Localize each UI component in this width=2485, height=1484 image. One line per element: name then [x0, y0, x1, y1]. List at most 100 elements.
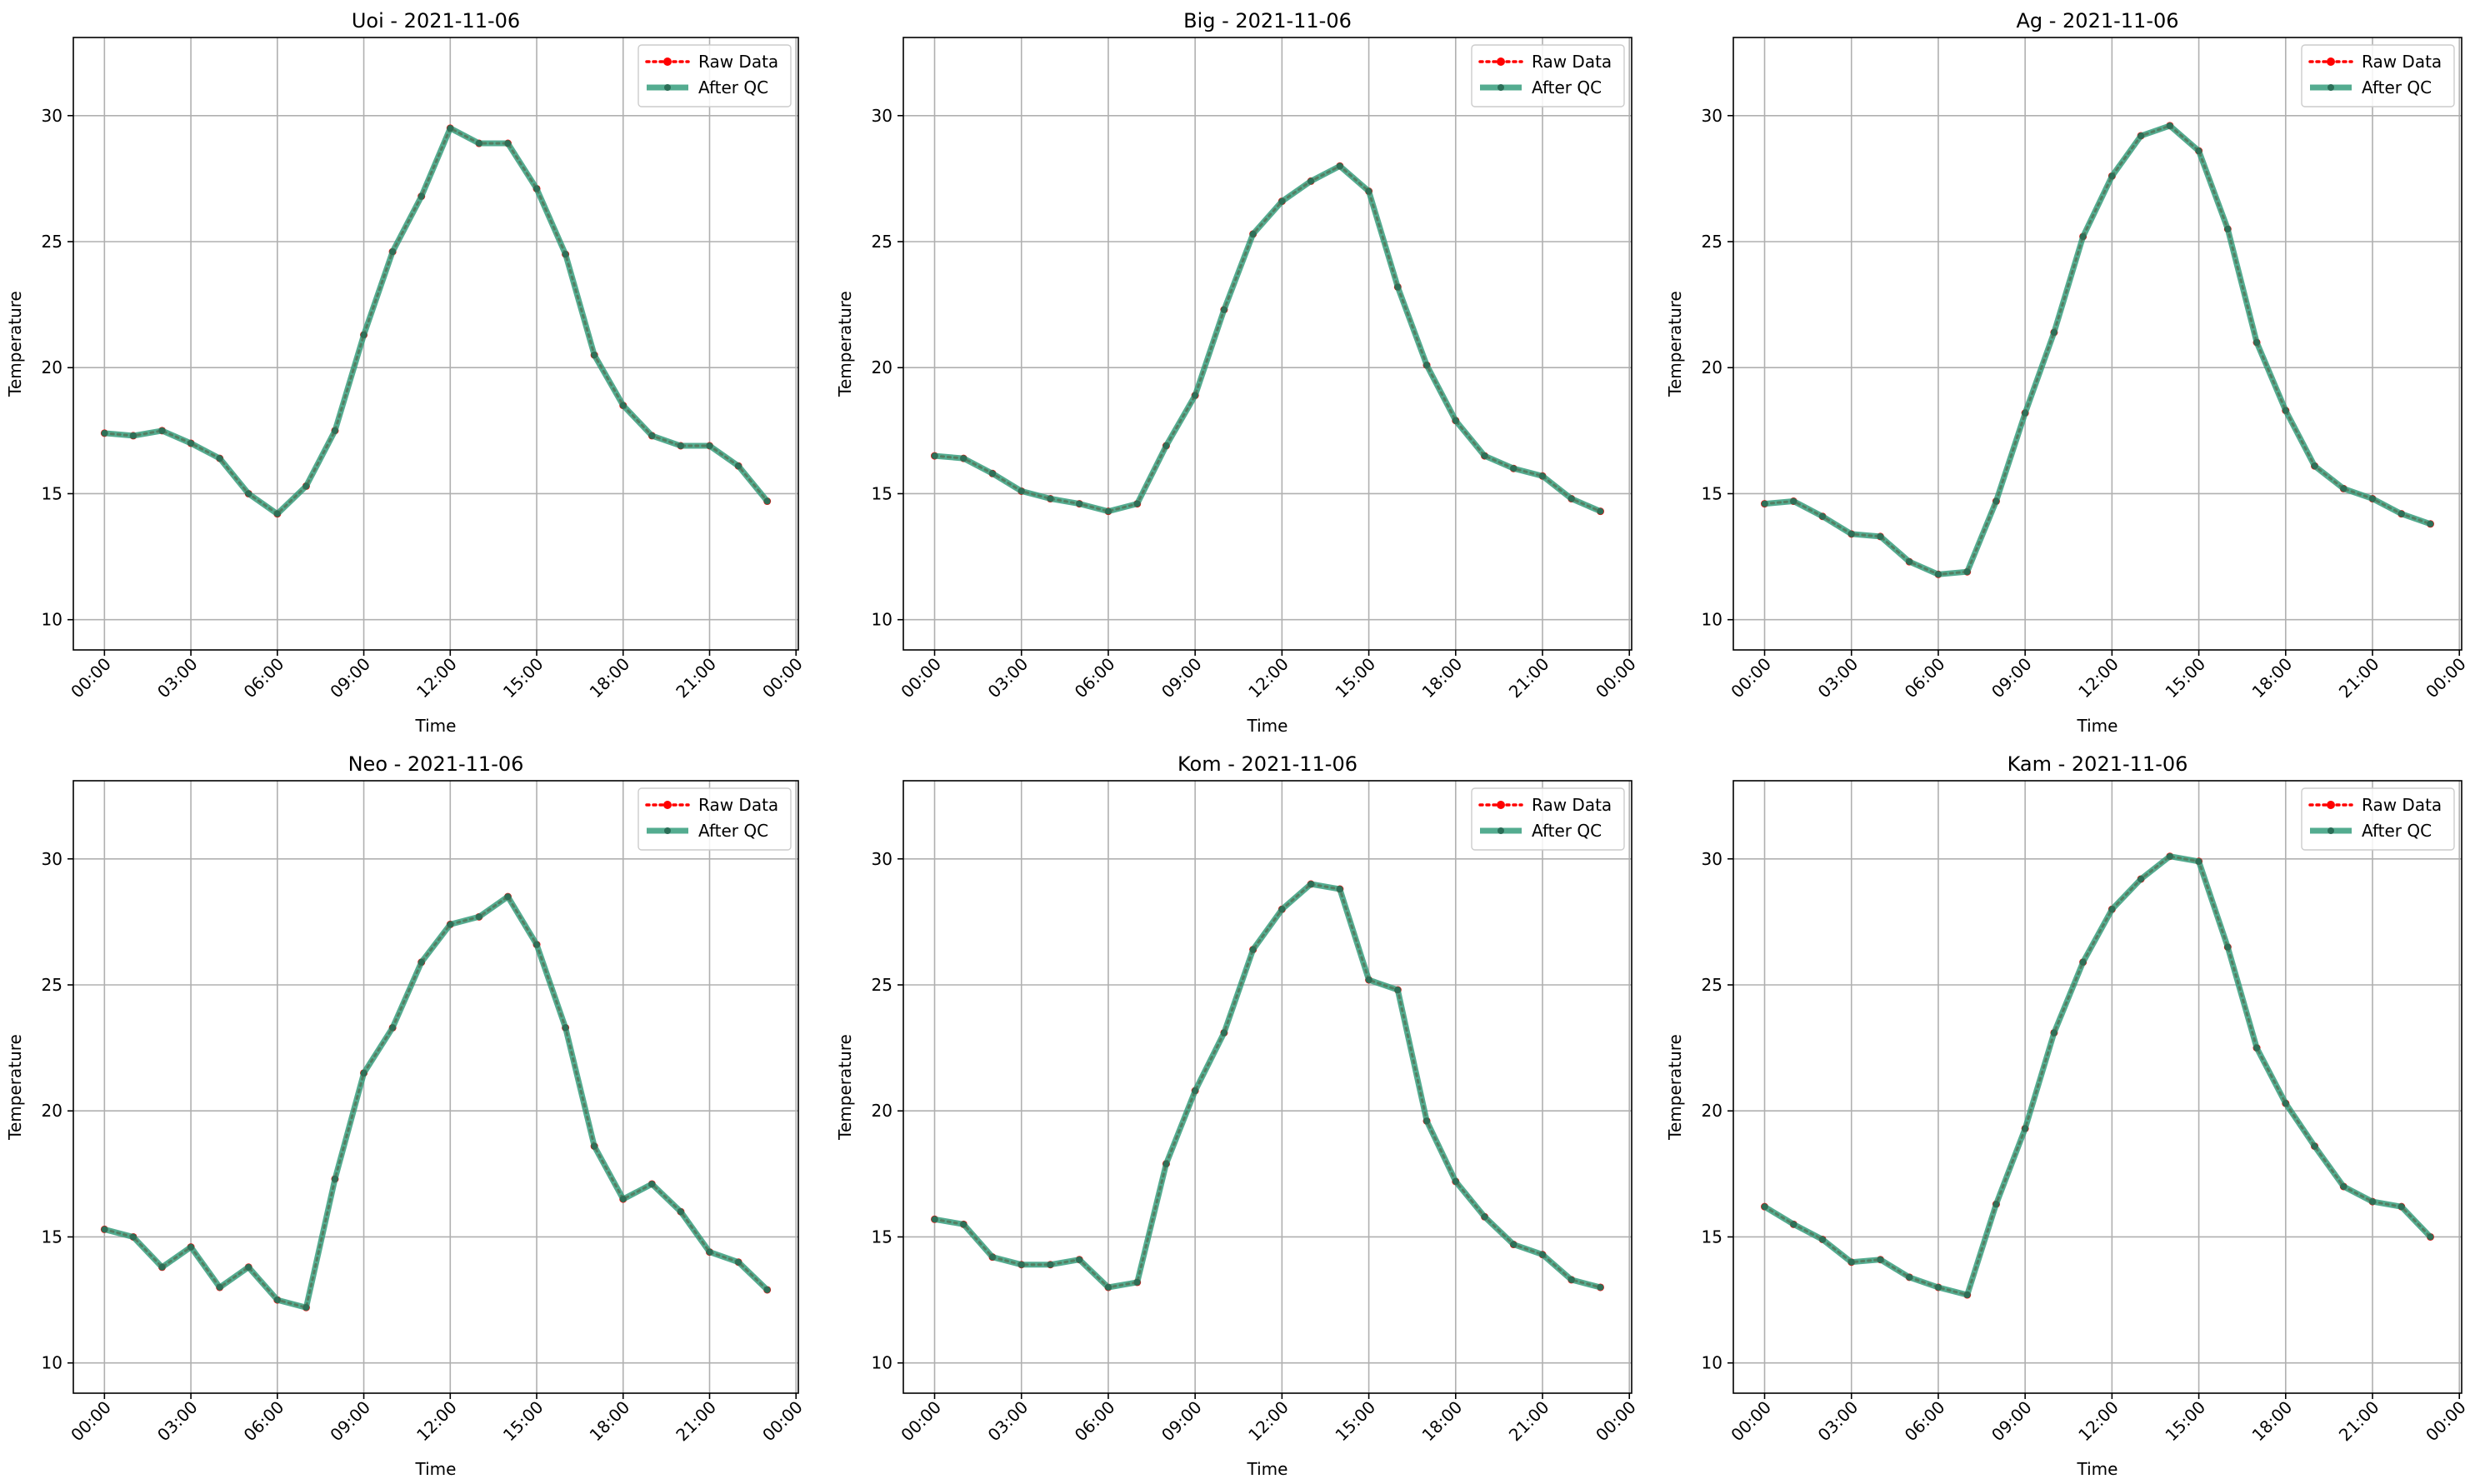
legend-marker-raw-data [2327, 57, 2335, 66]
data-point-after-qc [1249, 230, 1257, 237]
data-point-after-qc [2427, 1233, 2434, 1241]
x-tick-label: 00:00 [67, 654, 115, 702]
x-tick-label: 09:00 [1988, 1397, 2036, 1446]
data-point-after-qc [591, 352, 598, 359]
data-point-after-qc [1308, 881, 1315, 888]
data-point-after-qc [2398, 1203, 2405, 1211]
data-point-after-qc [2108, 172, 2116, 180]
data-point-after-qc [273, 1297, 281, 1304]
data-point-after-qc [1597, 507, 1604, 515]
x-tick-label: 18:00 [586, 654, 634, 702]
x-tick-label: 03:00 [153, 654, 202, 702]
y-tick-label: 10 [872, 610, 892, 630]
x-tick-label: 15:00 [499, 654, 548, 702]
x-tick-label: 09:00 [1158, 1397, 1206, 1446]
data-point-after-qc [1047, 495, 1054, 502]
data-point-after-qc [763, 497, 771, 505]
legend-marker-after-qc [1498, 84, 1504, 91]
x-axis-label: Time [2077, 1459, 2118, 1479]
x-tick-label: 12:00 [1244, 1397, 1292, 1446]
data-point-after-qc [2050, 1029, 2058, 1037]
data-point-after-qc [158, 1263, 166, 1271]
data-point-after-qc [1934, 571, 1942, 578]
y-tick-label: 30 [872, 849, 892, 869]
data-point-after-qc [1906, 1273, 1913, 1281]
chart-panel-2: 10 15 20 25 30 00:00 03:00 06:00 09:00 12:00 15:00… [835, 9, 1640, 736]
x-axis-label: Time [415, 1459, 457, 1479]
x-tick-label: 12:00 [412, 654, 461, 702]
data-point-after-qc [158, 427, 166, 434]
data-point-after-qc [2340, 485, 2348, 492]
legend: Raw Data After QC [1471, 787, 1625, 851]
data-point-after-qc [2340, 1182, 2348, 1190]
data-point-after-qc [2253, 1044, 2261, 1052]
data-point-after-qc [960, 1221, 968, 1228]
data-point-after-qc [2022, 1125, 2029, 1132]
x-tick-label: 21:00 [672, 1397, 720, 1446]
data-point-after-qc [1423, 1117, 1431, 1125]
data-point-after-qc [1162, 1160, 1170, 1167]
legend-marker-raw-data [2327, 801, 2335, 809]
data-point-after-qc [1848, 530, 1855, 537]
series-line-after-qc [101, 893, 771, 1311]
y-tick-label: 20 [872, 1101, 892, 1121]
x-tick-label: 15:00 [499, 1397, 548, 1446]
data-point-after-qc [562, 251, 569, 258]
data-point-after-qc [2282, 407, 2289, 414]
legend-marker-raw-data [1497, 57, 1505, 66]
y-tick-label: 15 [1702, 483, 1722, 503]
x-tick-label: 06:00 [1901, 1397, 1949, 1446]
data-point-after-qc [331, 427, 338, 434]
x-tick-label: 00:00 [1592, 1397, 1640, 1446]
legend-marker-raw-data [663, 801, 672, 809]
data-point-after-qc [931, 1216, 938, 1223]
x-tick-label: 00:00 [1727, 1397, 1775, 1446]
y-tick-label: 10 [42, 1353, 62, 1373]
data-point-after-qc [1934, 1283, 1942, 1291]
data-point-after-qc [1076, 1256, 1083, 1263]
data-point-after-qc [533, 941, 541, 948]
data-point-after-qc [331, 1175, 338, 1182]
legend-marker-after-qc [664, 84, 671, 91]
data-point-after-qc [1597, 1283, 1604, 1291]
data-point-after-qc [1047, 1261, 1054, 1268]
chart-title: Neo - 2021-11-06 [348, 752, 524, 776]
x-tick-label: 03:00 [1814, 1397, 1862, 1446]
data-point-after-qc [988, 470, 996, 477]
chart-panel-4: 10 15 20 25 30 00:00 03:00 06:00 09:00 12:00 15:00… [5, 752, 807, 1479]
x-tick-label: 09:00 [326, 654, 374, 702]
data-point-after-qc [1394, 987, 1402, 994]
x-tick-label: 15:00 [2161, 654, 2209, 702]
data-point-after-qc [2369, 1198, 2377, 1206]
series-line-after-qc [1762, 853, 2433, 1298]
y-axis-label: Temperature [1665, 1034, 1685, 1141]
x-tick-label: 06:00 [240, 654, 288, 702]
y-tick-label: 20 [1702, 357, 1722, 377]
data-point-after-qc [245, 1263, 252, 1271]
axes-frame [72, 780, 799, 1394]
data-point-after-qc [1162, 442, 1170, 449]
data-point-after-qc [1568, 495, 1575, 502]
series-line-after-qc [932, 162, 1603, 515]
data-point-after-qc [1848, 1258, 1855, 1266]
data-point-after-qc [302, 482, 310, 490]
data-point-after-qc [216, 455, 223, 462]
y-tick-label: 30 [42, 849, 62, 869]
legend-label: Raw Data [2362, 52, 2442, 72]
y-tick-label: 25 [42, 232, 62, 252]
legend-label: Raw Data [698, 52, 778, 72]
data-point-after-qc [1539, 472, 1547, 480]
data-point-after-qc [273, 510, 281, 517]
legend: Raw Data After QC [638, 44, 792, 107]
legend-label: After QC [698, 77, 768, 97]
y-axis-label: Temperature [1665, 291, 1685, 397]
data-point-after-qc [2311, 462, 2318, 470]
data-point-after-qc [2427, 520, 2434, 527]
x-tick-label: 00:00 [67, 1397, 115, 1446]
y-axis-label: Temperature [5, 1034, 25, 1141]
chart-panel-5: 10 15 20 25 30 00:00 03:00 06:00 09:00 12:00 15:00… [835, 752, 1640, 1479]
x-tick-label: 21:00 [2335, 654, 2383, 702]
data-point-after-qc [1539, 1251, 1547, 1258]
data-point-after-qc [1133, 500, 1141, 507]
x-tick-label: 18:00 [1418, 654, 1467, 702]
